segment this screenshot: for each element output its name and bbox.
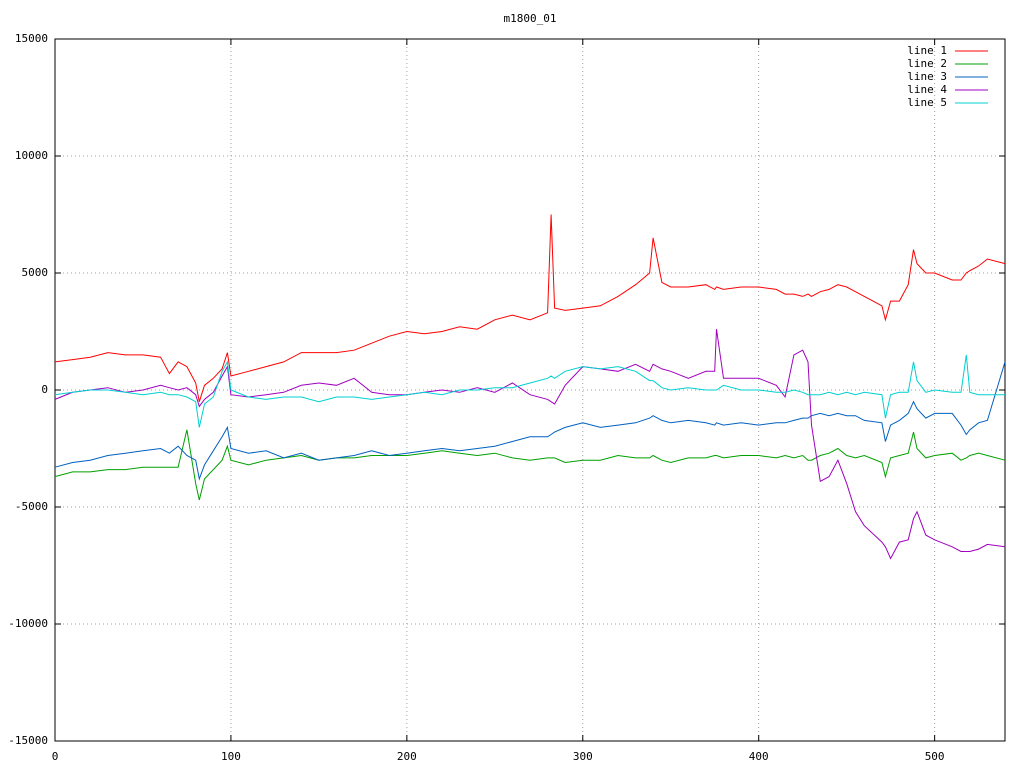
line-series	[54, 329, 1006, 560]
line-series	[54, 429, 1006, 501]
y-tick-label: -5000	[15, 500, 48, 513]
legend-label: line 2	[907, 57, 947, 70]
y-tick-label: 10000	[15, 149, 48, 162]
line-series	[54, 361, 1006, 481]
x-tick-label: 300	[573, 750, 593, 763]
y-tick-label: 5000	[22, 266, 49, 279]
y-tick-label: 15000	[15, 32, 48, 45]
plot-border	[54, 38, 1006, 742]
legend-label: line 4	[907, 83, 947, 96]
x-tick-label: 100	[221, 750, 241, 763]
legend-label: line 1	[907, 44, 947, 57]
x-tick-label: 0	[52, 750, 59, 763]
y-tick-label: -15000	[8, 734, 48, 747]
y-tick-label: -10000	[8, 617, 48, 630]
line-series	[54, 354, 1005, 428]
x-tick-label: 400	[749, 750, 769, 763]
y-tick-label: 0	[41, 383, 48, 396]
legend-label: line 3	[907, 70, 947, 83]
x-tick-label: 500	[925, 750, 945, 763]
x-tick-label: 200	[397, 750, 417, 763]
line-series	[54, 214, 1006, 402]
legend-label: line 5	[907, 96, 947, 109]
chart-title: m1800_01	[504, 12, 557, 25]
